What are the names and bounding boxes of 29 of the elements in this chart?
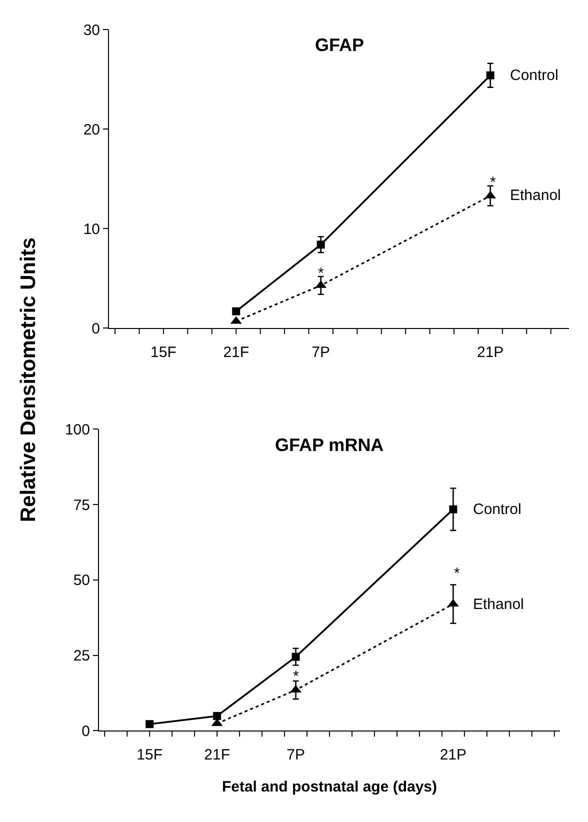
x-tick-label: 21P bbox=[440, 746, 467, 764]
x-tick-label: 7P bbox=[312, 344, 330, 362]
series-label: Ethanol bbox=[473, 596, 524, 613]
series-label: Control bbox=[510, 67, 558, 84]
y-tick-label: 25 bbox=[73, 648, 90, 665]
x-tick-label: 15F bbox=[150, 344, 176, 362]
annotation: * bbox=[454, 565, 460, 582]
chart-title: GFAP bbox=[315, 35, 364, 55]
y-tick-label: 20 bbox=[83, 121, 100, 138]
annotation: * bbox=[293, 668, 299, 685]
annotation: * bbox=[318, 265, 324, 282]
series-label: Control bbox=[473, 501, 522, 518]
x-tick-label: 7P bbox=[286, 746, 305, 764]
x-tick-label: 21F bbox=[204, 746, 230, 764]
y-axis-title: Relative Densitometric Units bbox=[16, 237, 40, 522]
y-tick-label: 30 bbox=[83, 22, 100, 39]
series-label: Ethanol bbox=[510, 187, 561, 204]
x-axis-title: Fetal and postnatal age (days) bbox=[222, 778, 438, 796]
y-tick-label: 10 bbox=[83, 220, 100, 238]
x-tick-label: 21P bbox=[476, 344, 504, 362]
y-tick-label: 50 bbox=[73, 572, 90, 590]
x-tick-label: 15F bbox=[136, 746, 163, 764]
y-tick-label: 75 bbox=[73, 496, 90, 514]
x-tick-label: 21F bbox=[223, 344, 250, 362]
y-tick-label: 0 bbox=[82, 722, 90, 740]
y-tick-label: 0 bbox=[92, 320, 100, 338]
chart-title: GFAP mRNA bbox=[275, 435, 384, 455]
annotation: * bbox=[490, 174, 496, 191]
y-tick-label: 100 bbox=[64, 421, 90, 438]
